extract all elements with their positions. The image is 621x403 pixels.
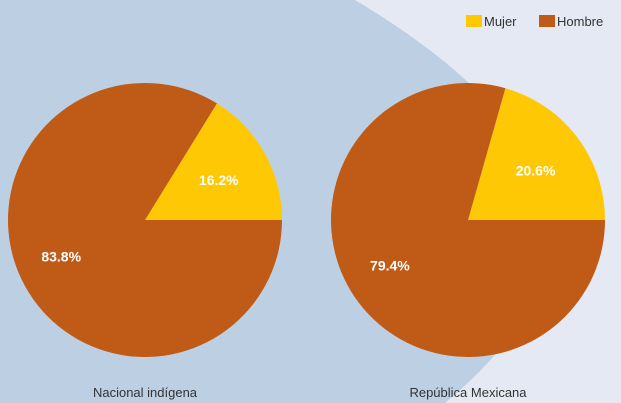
legend-label-mujer: Mujer bbox=[484, 14, 517, 29]
slice-value-label-nacional-indigena-mujer: 16.2% bbox=[199, 172, 239, 188]
legend-swatch-hombre bbox=[539, 15, 555, 27]
slice-value-label-nacional-indigena-hombre: 83.8% bbox=[41, 249, 81, 265]
pies-group: 16.2% 83.8% 20.6% 79.4% bbox=[8, 83, 605, 358]
pie-slice-republica-mexicana-mujer bbox=[468, 88, 605, 220]
pie-slice-republica-mexicana-hombre bbox=[331, 83, 605, 357]
slice-value-label-republica-mexicana-mujer: 20.6% bbox=[516, 162, 556, 178]
legend-label-hombre: Hombre bbox=[557, 14, 603, 29]
slice-value-label-republica-mexicana-hombre: 79.4% bbox=[370, 257, 410, 273]
pie-slice-nacional-indigena-hombre bbox=[8, 83, 283, 358]
pie-caption-republica-mexicana: República Mexicana bbox=[409, 385, 527, 400]
pie-caption-nacional-indigena: Nacional indígena bbox=[93, 385, 198, 400]
legend-swatch-mujer bbox=[466, 15, 482, 27]
legend: Mujer Hombre bbox=[466, 14, 603, 29]
pie-slice-nacional-indigena-mujer bbox=[145, 103, 282, 220]
